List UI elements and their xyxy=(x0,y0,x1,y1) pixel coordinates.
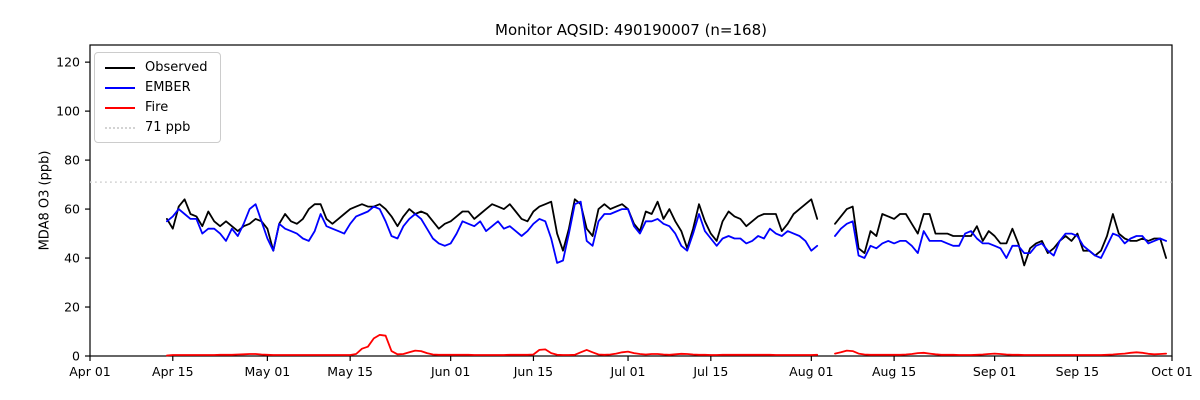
y-axis-ticks: 0 20 40 60 80 100 120 xyxy=(56,55,90,364)
y-tick-label: 20 xyxy=(64,300,80,315)
legend-item-threshold: 71 ppb xyxy=(105,120,208,135)
series-line-observed xyxy=(166,198,1167,267)
legend-item-ember: EMBER xyxy=(105,80,208,95)
threshold-line-icon xyxy=(105,126,135,129)
x-tick-label: Oct 01 xyxy=(1151,364,1193,379)
fire-line-icon xyxy=(105,106,135,109)
x-tick-label: May 15 xyxy=(327,364,373,379)
x-tick-label: Apr 01 xyxy=(69,364,111,379)
legend-label-fire: Fire xyxy=(145,100,169,115)
x-axis-ticks: Apr 01 Apr 15 May 01 May 15 Jun 01 Jun 15 Jul … xyxy=(69,356,1193,379)
y-tick-label: 60 xyxy=(64,202,80,217)
x-tick-label: Aug 15 xyxy=(872,364,916,379)
y-tick-label: 40 xyxy=(64,251,80,266)
x-tick-label: Apr 15 xyxy=(152,364,194,379)
y-tick-label: 0 xyxy=(72,349,80,364)
legend: Observed EMBER Fire 71 ppb xyxy=(94,52,221,143)
observed-line-icon xyxy=(105,66,135,69)
x-tick-label: Jul 15 xyxy=(692,364,728,379)
series-line-ember xyxy=(166,200,1167,264)
legend-label-threshold: 71 ppb xyxy=(145,120,191,135)
x-tick-label: Jul 01 xyxy=(610,364,646,379)
y-tick-label: 80 xyxy=(64,153,80,168)
axes-frame xyxy=(89,44,1173,357)
x-tick-label: Sep 01 xyxy=(973,364,1016,379)
chart-title: Monitor AQSID: 490190007 (n=168) xyxy=(495,21,767,39)
y-tick-label: 100 xyxy=(56,104,80,119)
series-line-fire xyxy=(166,334,1167,357)
x-tick-label: Jun 01 xyxy=(430,364,470,379)
legend-label-observed: Observed xyxy=(145,60,208,75)
legend-item-observed: Observed xyxy=(105,60,208,75)
y-tick-label: 120 xyxy=(56,55,80,70)
x-tick-label: Aug 01 xyxy=(789,364,833,379)
legend-label-ember: EMBER xyxy=(145,80,191,95)
x-tick-label: Sep 15 xyxy=(1056,364,1099,379)
x-tick-label: May 01 xyxy=(245,364,291,379)
x-tick-label: Jun 15 xyxy=(513,364,553,379)
ember-line-icon xyxy=(105,86,135,89)
legend-item-fire: Fire xyxy=(105,100,208,115)
